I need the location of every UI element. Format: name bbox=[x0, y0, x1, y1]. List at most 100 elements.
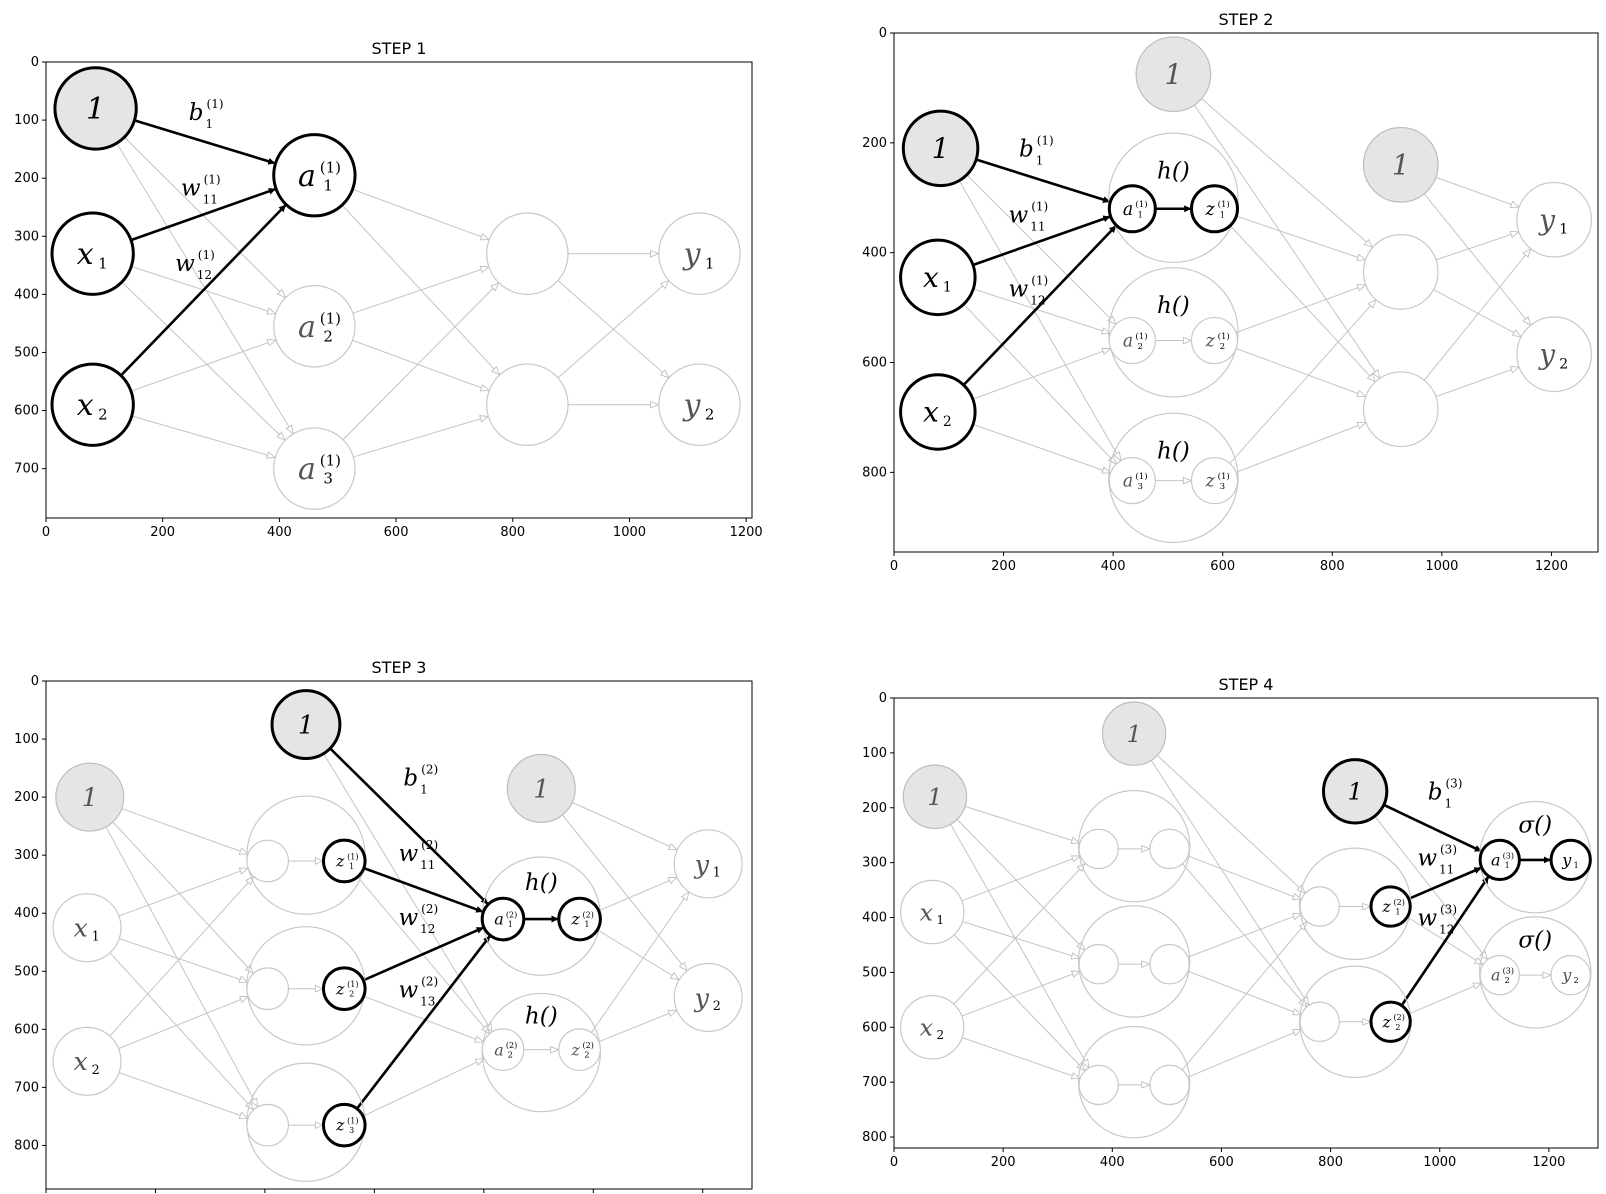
y-tick-label: 500 bbox=[14, 345, 39, 360]
edge-x2-a1 bbox=[953, 864, 1085, 1005]
y-tick-label: 400 bbox=[862, 911, 887, 926]
edge-x2-a3 bbox=[961, 1037, 1079, 1079]
x-tick-label: 1000 bbox=[1423, 1155, 1456, 1170]
node-label-z21: z bbox=[570, 910, 580, 929]
node-b1 bbox=[901, 109, 980, 188]
node-label-z22: z bbox=[570, 1040, 580, 1059]
x-tick-label: 0 bbox=[890, 559, 898, 574]
node-label-b2: 1 bbox=[1392, 149, 1410, 182]
edge-b1-a1 bbox=[975, 158, 1111, 203]
node-sub-x1: 1 bbox=[92, 928, 100, 943]
node-label-b1: 1 bbox=[86, 92, 105, 127]
edge-a1-h1 bbox=[352, 188, 489, 239]
x-tick-label: 600 bbox=[1209, 1155, 1234, 1170]
node-label-y2: y bbox=[682, 388, 702, 423]
edge-z1-a21 bbox=[363, 866, 484, 913]
edge-a3-h2 bbox=[353, 417, 487, 458]
x-tick-label: 1200 bbox=[1535, 559, 1568, 574]
node-sup-z21: (2) bbox=[582, 910, 593, 919]
edge-x2-a2 bbox=[972, 349, 1110, 400]
edge-b1-a2 bbox=[112, 821, 253, 973]
node-label-bt: 1 bbox=[1127, 720, 1142, 748]
edge-label-sub-2: 12 bbox=[420, 922, 435, 936]
node-sub-z1: 1 bbox=[1220, 210, 1225, 220]
edge-label-4: h() bbox=[525, 870, 558, 896]
edge-label-sub-0: 1 bbox=[420, 783, 428, 797]
node-y1 bbox=[1516, 181, 1593, 258]
panel-title: STEP 4 bbox=[1219, 675, 1274, 694]
node-sup-z2: (1) bbox=[347, 980, 358, 989]
node-label-y1: y bbox=[694, 849, 710, 879]
y-tick-label: 0 bbox=[879, 26, 887, 41]
y-tick-label: 400 bbox=[14, 906, 39, 921]
edge-b2-y1 bbox=[1435, 176, 1518, 206]
node-x2 bbox=[899, 373, 977, 451]
node-z1 bbox=[1189, 184, 1240, 234]
edge-x1-a1 bbox=[972, 215, 1111, 267]
node-y2 bbox=[1516, 316, 1593, 393]
node-label-a1: a bbox=[1123, 200, 1133, 220]
node-a1 bbox=[272, 133, 357, 218]
edge-z3-a21 bbox=[1181, 922, 1306, 1071]
node-sub-x2: 2 bbox=[92, 1062, 100, 1077]
node-a3 bbox=[1108, 456, 1156, 505]
x-tick-label: 200 bbox=[991, 1155, 1016, 1170]
node-label-a22: a bbox=[494, 1040, 504, 1059]
edge-x2-a1 bbox=[109, 877, 253, 1037]
node-x2 bbox=[52, 1026, 122, 1096]
node-sub-z1: 1 bbox=[349, 862, 354, 871]
edge-label-sub-3: 13 bbox=[420, 994, 435, 1008]
node-sup-z22: (2) bbox=[582, 1041, 593, 1050]
panel-title: STEP 1 bbox=[372, 39, 427, 58]
y-tick-label: 400 bbox=[14, 287, 39, 302]
axes-frame bbox=[45, 61, 753, 519]
edge-x1-a3 bbox=[963, 303, 1116, 463]
node-sub-y2: 2 bbox=[705, 406, 715, 424]
node-label-z2: z bbox=[335, 979, 345, 998]
edge-h1-y1 bbox=[1435, 232, 1518, 261]
node-sub-a3: 3 bbox=[1137, 482, 1142, 492]
y-tick-label: 600 bbox=[862, 1020, 887, 1035]
node-b2 bbox=[270, 689, 342, 760]
node-h1 bbox=[1362, 234, 1439, 310]
y-tick-label: 300 bbox=[14, 229, 39, 244]
edge-label-sub-0: 1 bbox=[206, 117, 214, 131]
edge-x1-a2 bbox=[119, 938, 247, 982]
edge-a3-h1 bbox=[342, 283, 498, 441]
edge-label-2: w bbox=[1009, 277, 1029, 303]
node-label-z3: z bbox=[335, 1116, 345, 1135]
y-tick-label: 800 bbox=[14, 1138, 39, 1153]
node-sub-y2: 2 bbox=[713, 998, 721, 1013]
node-sup-a21: (2) bbox=[506, 910, 517, 919]
node-label-b3: 1 bbox=[533, 773, 549, 803]
node-a1 bbox=[1107, 184, 1157, 234]
edge-b2-y2 bbox=[1423, 193, 1530, 325]
node-h2 bbox=[1362, 371, 1439, 448]
node-sub-x1: 1 bbox=[943, 279, 952, 295]
node-y2 bbox=[673, 962, 743, 1032]
node-b2 bbox=[1362, 126, 1439, 203]
node-label-b1: 1 bbox=[927, 783, 942, 811]
node-label-b1: 1 bbox=[82, 782, 98, 812]
node-sub-z2: 2 bbox=[1220, 342, 1225, 352]
y-tick-label: 300 bbox=[862, 856, 887, 871]
edge-label-sub-1: 11 bbox=[1030, 219, 1045, 233]
x-tick-label: 200 bbox=[150, 525, 175, 540]
node-a22 bbox=[481, 1028, 525, 1072]
x-tick-label: 1200 bbox=[1532, 1155, 1565, 1170]
panel-title: STEP 2 bbox=[1219, 10, 1274, 29]
edge-z2-a22 bbox=[1187, 970, 1300, 1014]
node-a2 bbox=[246, 967, 290, 1011]
y-tick-label: 700 bbox=[14, 462, 39, 477]
edge-b2-a22 bbox=[323, 753, 492, 1031]
y-tick-label: 100 bbox=[14, 732, 39, 747]
node-z2 bbox=[1149, 943, 1190, 985]
edge-label-1: w bbox=[1009, 202, 1029, 228]
node-sub-x2: 2 bbox=[943, 414, 952, 430]
node-z22 bbox=[1369, 1000, 1412, 1043]
edge-label-sup-1: (2) bbox=[421, 838, 438, 852]
edge-label-sup-0: (1) bbox=[1037, 134, 1054, 148]
edge-bt-h2 bbox=[1193, 104, 1379, 378]
node-sub-a1: 1 bbox=[1137, 210, 1142, 220]
